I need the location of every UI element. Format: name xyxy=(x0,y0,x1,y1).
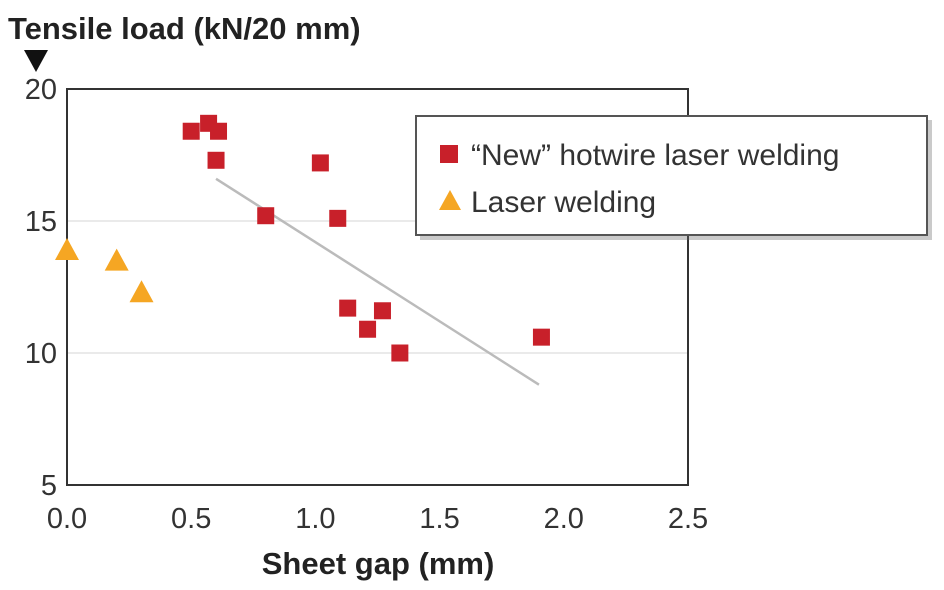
legend-label-laser: Laser welding xyxy=(471,186,656,219)
hotwire-data-point xyxy=(182,122,200,140)
hotwire-data-point xyxy=(532,328,550,346)
y-tick-label: 5 xyxy=(41,470,57,502)
x-tick-label: 2.0 xyxy=(544,503,584,535)
hotwire-data-point xyxy=(207,151,225,169)
laser-data-point xyxy=(129,280,154,303)
laser-data-point xyxy=(104,248,129,271)
legend-label-hotwire: “New” hotwire laser welding xyxy=(471,139,839,172)
y-tick-label: 20 xyxy=(25,74,57,106)
legend-box xyxy=(415,115,928,236)
hotwire-data-point xyxy=(391,344,409,362)
hotwire-data-point xyxy=(210,122,228,140)
x-tick-label: 0.0 xyxy=(47,503,87,535)
laser-data-point xyxy=(55,238,79,261)
hotwire-data-point xyxy=(329,209,347,227)
x-tick-labels: 0.0 0.5 1.0 1.5 2.0 2.5 xyxy=(47,503,708,535)
legend-triangle-marker-icon xyxy=(439,190,461,210)
x-tick-label: 0.5 xyxy=(171,503,211,535)
hotwire-data-point xyxy=(257,207,275,225)
legend-square-marker-icon xyxy=(440,145,458,163)
plot-frame xyxy=(66,88,689,486)
y-tick-label: 10 xyxy=(25,338,57,370)
hotwire-data-point xyxy=(339,299,357,317)
gridlines xyxy=(67,220,688,354)
data-points xyxy=(55,114,550,362)
y-axis-title: Tensile load (kN/20 mm) xyxy=(8,11,361,46)
hotwire-data-point xyxy=(373,302,391,320)
y-tick-label: 15 xyxy=(25,206,57,238)
x-tick-label: 1.0 xyxy=(295,503,335,535)
x-tick-label: 2.5 xyxy=(668,503,708,535)
x-tick-label: 1.5 xyxy=(419,503,459,535)
y-axis-arrow-icon xyxy=(24,50,48,72)
x-axis-title: Sheet gap (mm) xyxy=(262,546,495,581)
y-tick-labels: 5 10 15 20 xyxy=(25,74,57,502)
hotwire-data-point xyxy=(359,320,377,338)
legend: “New” hotwire laser welding Laser weldin… xyxy=(415,115,932,240)
hotwire-data-point xyxy=(311,154,329,172)
